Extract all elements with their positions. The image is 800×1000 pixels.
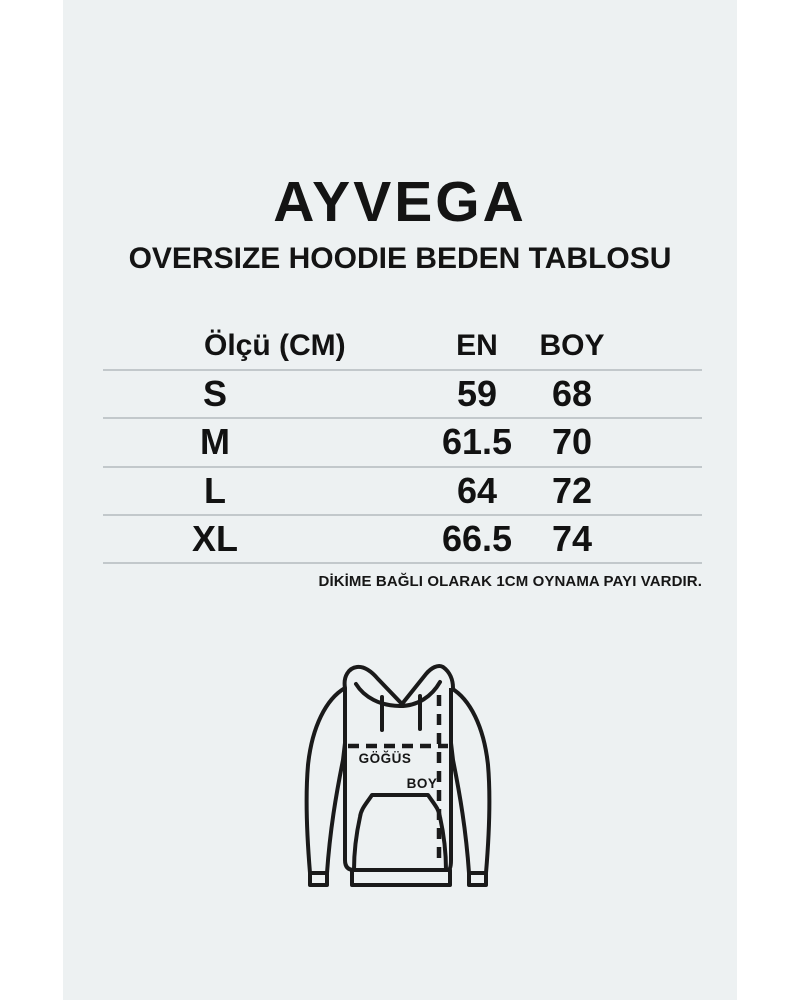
brand-logo: AYVEGA — [273, 170, 527, 234]
en-cell: 66.5 — [441, 517, 513, 559]
en-cell: 61.5 — [441, 421, 513, 463]
en-cell: 64 — [456, 469, 498, 511]
column-header-en: EN — [456, 328, 498, 362]
hoodie-pocket — [352, 793, 448, 872]
tolerance-note: DİKİME BAĞLI OLARAK 1CM OYNAMA PAYI VARD… — [318, 573, 702, 590]
boy-cell: 72 — [551, 469, 593, 511]
chest-measure-label: GÖĞÜS — [359, 751, 412, 766]
column-header-size: Ölçü (CM) — [204, 328, 346, 362]
length-measure-label: BOY — [407, 776, 438, 791]
hoodie-left-cuff — [308, 871, 329, 887]
size-cell: XL — [191, 517, 238, 559]
table-row: M 61.5 70 — [103, 419, 702, 468]
hoodie-neckline — [354, 680, 442, 708]
table-row: S 59 68 — [103, 371, 702, 420]
hoodie-left-sleeve — [304, 686, 347, 875]
hoodie-diagram: GÖĞÜS BOY — [298, 655, 498, 895]
boy-cell: 70 — [551, 421, 593, 463]
size-chart-sheet: AYVEGA OVERSIZE HOODIE BEDEN TABLOSU Ölç… — [63, 0, 737, 1000]
table-header-row: Ölçü (CM) EN BOY — [103, 322, 702, 371]
table-row: XL 66.5 74 — [103, 516, 702, 564]
hoodie-right-cuff — [467, 871, 488, 887]
size-cell: L — [204, 469, 226, 511]
table-row: L 64 72 — [103, 468, 702, 516]
hoodie-right-sleeve — [449, 686, 492, 875]
en-cell: 59 — [456, 373, 498, 415]
boy-cell: 68 — [551, 373, 593, 415]
size-table: Ölçü (CM) EN BOY S 59 68 M 61.5 70 L 64 … — [103, 322, 702, 564]
size-cell: M — [200, 421, 230, 463]
page-title: OVERSIZE HOODIE BEDEN TABLOSU — [128, 242, 672, 275]
size-cell: S — [202, 373, 227, 415]
column-header-boy: BOY — [539, 328, 605, 362]
boy-cell: 74 — [551, 517, 593, 559]
hoodie-hem-band — [350, 868, 452, 887]
